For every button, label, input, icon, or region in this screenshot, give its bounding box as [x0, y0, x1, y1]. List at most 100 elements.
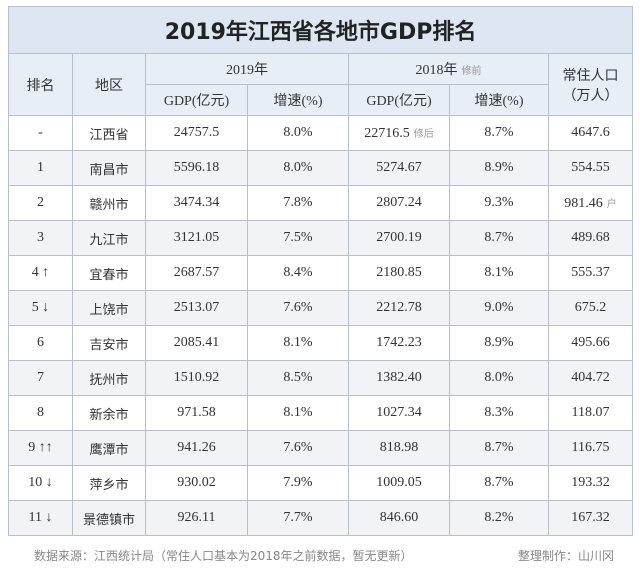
cell-gdp2018: 846.60 — [348, 500, 450, 536]
cell-rank: - — [8, 115, 73, 151]
cell-region: 鹰潭市 — [72, 430, 146, 466]
header-gdp: GDP(亿元) — [348, 84, 450, 116]
table-row: 10 ↓ 萍乡市 930.02 7.9% 1009.05 8.7% 193.32 — [8, 465, 634, 501]
cell-gdp2018: 818.98 — [348, 430, 450, 466]
cell-text: 6 — [37, 335, 44, 350]
cell-population: 118.07 — [547, 395, 634, 431]
header-population-line: 常住人口 — [562, 67, 619, 84]
footer: 数据来源：江西统计局（常住人口基本为2018年之前数据，暂无更新） 整理制作：山… — [34, 547, 624, 564]
cell-text: 南昌市 — [89, 162, 129, 178]
cell-gdp2019: 926.11 — [145, 500, 248, 536]
cell-text: 江西省 — [89, 127, 129, 143]
cell-text: 971.58 — [177, 405, 216, 420]
cell-population: 981.46 户 — [547, 185, 634, 221]
cell-text: 8.7% — [484, 475, 514, 490]
header-rank: 排名 — [8, 53, 73, 116]
cell-text: 7.8% — [283, 195, 313, 210]
cell-text: 景德镇市 — [82, 512, 135, 528]
cell-text: 8.5% — [283, 370, 313, 385]
header-gdp: GDP(亿元) — [145, 84, 248, 116]
cell-text: 7 — [37, 370, 44, 385]
cell-gdp2019: 941.26 — [145, 430, 248, 466]
cell-growth2019: 7.9% — [247, 465, 349, 501]
cell-text: 1382.40 — [376, 370, 422, 385]
cell-region: 萍乡市 — [72, 465, 146, 501]
cell-gdp2018: 1009.05 — [348, 465, 450, 501]
cell-text: 4 ↑ — [31, 265, 50, 280]
cell-gdp2019: 3121.05 — [145, 220, 248, 256]
cell-population: 554.55 — [547, 150, 634, 186]
cell-region: 景德镇市 — [72, 500, 146, 536]
cell-gdp2019: 2513.07 — [145, 290, 248, 326]
table-row: 2 赣州市 3474.34 7.8% 2807.24 9.3% 981.46 户 — [8, 185, 634, 221]
cell-text: 8.3% — [484, 405, 514, 420]
cell-text: 10 ↓ — [28, 475, 53, 490]
cell-text: 2212.78 — [376, 300, 422, 315]
cell-growth2019: 7.6% — [247, 290, 349, 326]
cell-text: 7.5% — [283, 230, 313, 245]
cell-text: 8.2% — [484, 510, 514, 525]
cell-text: 8.0% — [283, 125, 313, 140]
cell-text: 404.72 — [571, 370, 610, 385]
cell-text: 8.9% — [484, 335, 514, 350]
cell-region: 新余市 — [72, 395, 146, 431]
cell-gdp2019: 2085.41 — [145, 325, 248, 361]
cell-growth2018: 8.3% — [449, 395, 549, 431]
cell-text: 2180.85 — [376, 265, 422, 280]
cell-growth2019: 8.1% — [247, 395, 349, 431]
cell-text: 8.7% — [484, 125, 514, 140]
header-2018-note: 修前 — [461, 66, 482, 77]
cell-text: 8.0% — [484, 370, 514, 385]
cell-note: 修后 — [413, 128, 434, 140]
table-row: - 江西省 24757.5 8.0% 22716.5 修后 8.7% 4647.6 — [8, 115, 634, 151]
table-row: 9 ↑↑ 鹰潭市 941.26 7.6% 818.98 8.7% 116.75 — [8, 430, 634, 466]
cell-text: 5596.18 — [173, 160, 220, 175]
cell-gdp2019: 5596.18 — [145, 150, 248, 186]
cell-text: 2513.07 — [173, 300, 220, 315]
cell-text: 555.37 — [571, 265, 610, 280]
cell-text: 3 — [37, 230, 44, 245]
cell-growth2019: 8.4% — [247, 255, 349, 291]
table-row: 3 九江市 3121.05 7.5% 2700.19 8.7% 489.68 — [8, 220, 634, 256]
cell-text: 926.11 — [177, 510, 216, 525]
cell-population: 4647.6 — [547, 115, 634, 151]
cell-gdp2019: 930.02 — [145, 465, 248, 501]
cell-text: 新余市 — [89, 407, 129, 423]
cell-text: 萍乡市 — [89, 477, 129, 493]
cell-text: 九江市 — [89, 232, 129, 248]
header-region: 地区 — [72, 53, 146, 116]
cell-gdp2018: 2700.19 — [348, 220, 450, 256]
cell-gdp2018: 1027.34 — [348, 395, 450, 431]
cell-rank: 10 ↓ — [8, 465, 73, 501]
cell-gdp2019: 24757.5 — [145, 115, 248, 151]
cell-text: 7.6% — [283, 300, 313, 315]
cell-text: 1 — [37, 160, 44, 175]
cell-text: 7.6% — [283, 440, 313, 455]
cell-gdp2019: 1510.92 — [145, 360, 248, 396]
gdp-table: 2019年江西省各地市GDP排名 排名 地区 2019年 2018年 修前 常住人… — [7, 6, 634, 536]
cell-text: 8.1% — [283, 335, 313, 350]
table-row: 6 吉安市 2085.41 8.1% 1742.23 8.9% 495.66 — [8, 325, 634, 361]
header-2018-text: 2018年 — [415, 63, 458, 78]
cell-growth2018: 8.9% — [449, 325, 549, 361]
cell-rank: 3 — [8, 220, 73, 256]
cell-growth2018: 8.7% — [449, 465, 549, 501]
cell-population: 495.66 — [547, 325, 634, 361]
cell-text: 5274.67 — [376, 160, 422, 175]
cell-text: 赣州市 — [89, 197, 129, 213]
table-row: 11 ↓ 景德镇市 926.11 7.7% 846.60 8.2% 167.32 — [8, 500, 634, 536]
cell-population: 555.37 — [547, 255, 634, 291]
cell-rank: 8 — [8, 395, 73, 431]
cell-rank: 5 ↓ — [8, 290, 73, 326]
cell-growth2019: 8.0% — [247, 150, 349, 186]
cell-gdp2018: 2180.85 — [348, 255, 450, 291]
header-population: 常住人口 （万人） — [547, 53, 634, 116]
cell-text: 9.0% — [484, 300, 514, 315]
cell-growth2018: 8.7% — [449, 220, 549, 256]
cell-growth2018: 9.0% — [449, 290, 549, 326]
cell-text: 8.9% — [484, 160, 514, 175]
cell-growth2018: 8.7% — [449, 430, 549, 466]
cell-text: 675.2 — [574, 300, 607, 315]
cell-gdp2018: 22716.5 修后 — [348, 115, 450, 151]
credit: 整理制作：山川冈 — [517, 549, 614, 563]
